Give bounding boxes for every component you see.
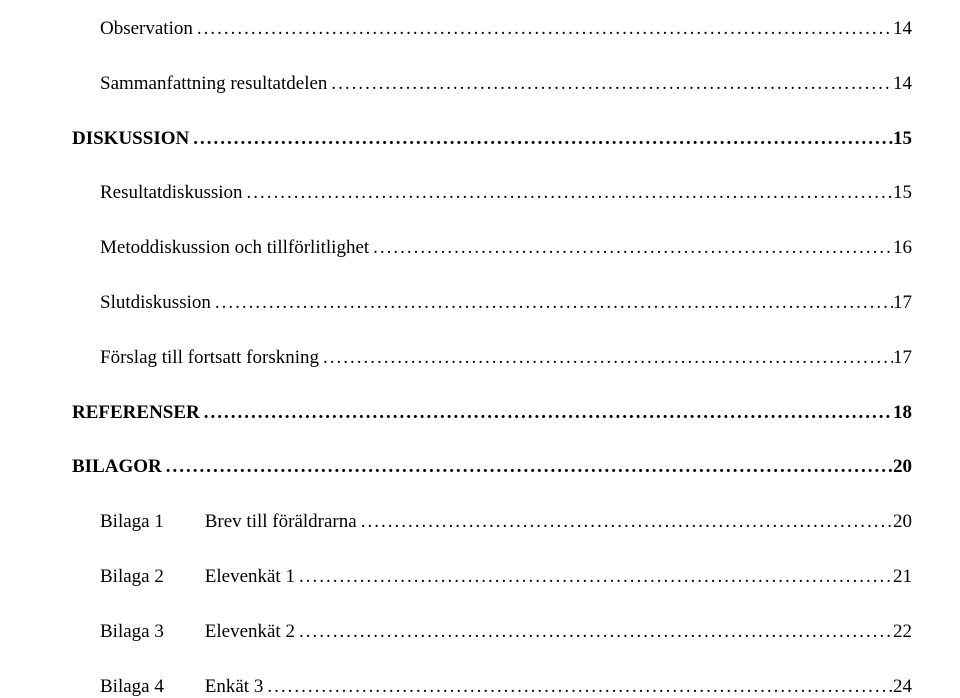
toc-page-number: 14 — [893, 18, 912, 41]
toc-entry-observation: Observation 14 — [100, 18, 912, 41]
toc-leader — [295, 621, 893, 644]
toc-leader — [263, 676, 893, 698]
toc-label: Sammanfattning resultatdelen — [100, 73, 327, 96]
toc-label: DISKUSSION — [72, 128, 189, 151]
toc-label: Bilaga 1 Brev till föräldrarna — [100, 511, 357, 534]
bilaga-title: Brev till föräldrarna — [205, 511, 357, 532]
toc-leader — [200, 402, 893, 425]
toc-leader — [369, 237, 893, 260]
bilaga-title: Enkät 3 — [205, 676, 264, 697]
toc-page-number: 17 — [893, 292, 912, 315]
toc-page-number: 14 — [893, 73, 912, 96]
toc-page-number: 17 — [893, 347, 912, 370]
toc-page-number: 16 — [893, 237, 912, 260]
toc-page: Observation 14 Sammanfattning resultatde… — [0, 0, 960, 698]
toc-page-number: 22 — [893, 621, 912, 644]
toc-leader — [357, 511, 893, 534]
toc-label: Bilaga 2 Elevenkät 1 — [100, 566, 295, 589]
toc-page-number: 18 — [893, 402, 912, 425]
toc-entry-forslag: Förslag till fortsatt forskning 17 — [100, 347, 912, 370]
toc-leader — [243, 182, 893, 205]
toc-leader — [193, 18, 893, 41]
toc-label: Förslag till fortsatt forskning — [100, 347, 319, 370]
toc-entry-bilagor: BILAGOR 20 — [72, 456, 912, 479]
toc-entry-slutdiskussion: Slutdiskussion 17 — [100, 292, 912, 315]
bilaga-title: Elevenkät 1 — [205, 566, 295, 587]
toc-entry-metoddiskussion: Metoddiskussion och tillförlitlighet 16 — [100, 237, 912, 260]
toc-entry-bilaga-4: Bilaga 4 Enkät 3 24 — [100, 676, 912, 698]
toc-entry-bilaga-2: Bilaga 2 Elevenkät 1 21 — [100, 566, 912, 589]
toc-label: Bilaga 3 Elevenkät 2 — [100, 621, 295, 644]
toc-page-number: 24 — [893, 676, 912, 698]
toc-label: Observation — [100, 18, 193, 41]
toc-page-number: 21 — [893, 566, 912, 589]
bilaga-key: Bilaga 3 — [100, 621, 200, 644]
toc-entry-referenser: REFERENSER 18 — [72, 402, 912, 425]
toc-entry-bilaga-3: Bilaga 3 Elevenkät 2 22 — [100, 621, 912, 644]
toc-page-number: 20 — [893, 511, 912, 534]
toc-label: Metoddiskussion och tillförlitlighet — [100, 237, 369, 260]
toc-entry-resultatdiskussion: Resultatdiskussion 15 — [100, 182, 912, 205]
bilaga-key: Bilaga 4 — [100, 676, 200, 698]
toc-leader — [319, 347, 893, 370]
toc-label: REFERENSER — [72, 402, 200, 425]
toc-label: Resultatdiskussion — [100, 182, 243, 205]
toc-leader — [327, 73, 893, 96]
toc-entry-diskussion: DISKUSSION 15 — [72, 128, 912, 151]
bilaga-title: Elevenkät 2 — [205, 621, 295, 642]
toc-label: Slutdiskussion — [100, 292, 211, 315]
toc-entry-sammanfattning: Sammanfattning resultatdelen 14 — [100, 73, 912, 96]
toc-leader — [162, 456, 893, 479]
toc-page-number: 15 — [893, 182, 912, 205]
toc-entry-bilaga-1: Bilaga 1 Brev till föräldrarna 20 — [100, 511, 912, 534]
toc-label: BILAGOR — [72, 456, 162, 479]
bilaga-key: Bilaga 1 — [100, 511, 200, 534]
toc-label: Bilaga 4 Enkät 3 — [100, 676, 263, 698]
toc-leader — [211, 292, 893, 315]
bilaga-key: Bilaga 2 — [100, 566, 200, 589]
toc-page-number: 15 — [893, 128, 912, 151]
toc-leader — [189, 128, 893, 151]
toc-leader — [295, 566, 893, 589]
toc-page-number: 20 — [893, 456, 912, 479]
